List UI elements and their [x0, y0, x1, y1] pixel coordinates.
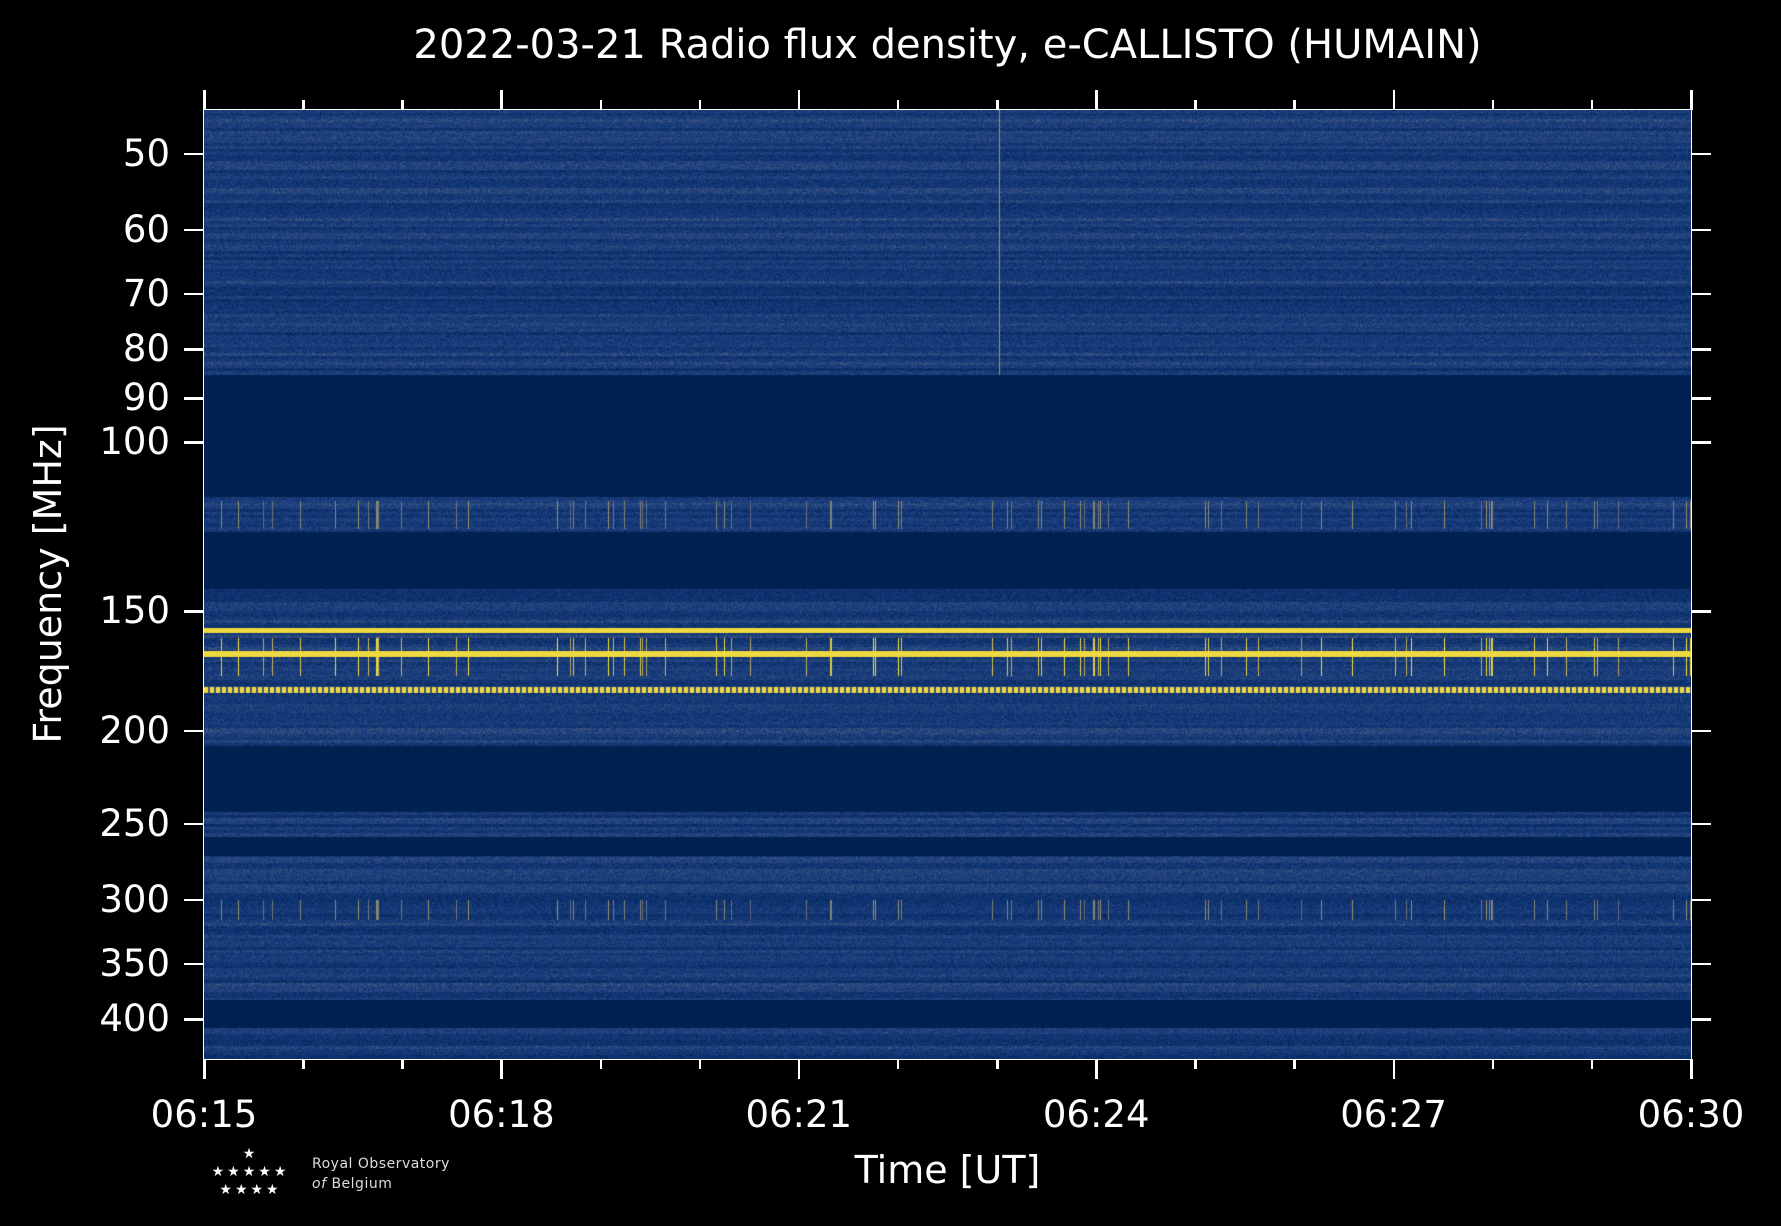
y-tick-label: 250: [99, 801, 170, 845]
x-minor-tick: [896, 100, 900, 110]
y-tick: [1691, 729, 1711, 733]
y-tick: [184, 441, 204, 444]
x-major-tick: [203, 90, 206, 110]
x-minor-tick: [401, 1059, 404, 1069]
x-axis-label: Time [UT]: [854, 1148, 1041, 1192]
y-tick-label: 150: [99, 589, 170, 633]
x-minor-tick: [1491, 100, 1495, 110]
y-tick: [1691, 397, 1711, 400]
y-tick: [1691, 962, 1711, 966]
y-tick: [184, 397, 204, 400]
y-tick: [184, 610, 204, 613]
y-tick: [184, 729, 204, 733]
x-minor-tick: [1293, 100, 1296, 110]
x-major-tick: [1690, 1059, 1693, 1079]
x-minor-tick: [1590, 100, 1594, 110]
x-minor-tick: [698, 1059, 702, 1069]
y-tick-label: 90: [122, 376, 170, 420]
x-major-tick: [500, 90, 503, 110]
x-tick-label: 06:15: [150, 1093, 258, 1136]
y-tick-label: 300: [99, 877, 170, 921]
x-minor-tick: [1194, 1059, 1197, 1069]
x-minor-tick: [1194, 100, 1197, 110]
x-minor-tick: [599, 100, 603, 110]
x-major-tick: [1392, 1059, 1396, 1079]
x-tick-label: 06:30: [1637, 1093, 1745, 1136]
x-major-tick: [1095, 90, 1098, 110]
x-minor-tick: [302, 1059, 305, 1069]
y-axis-label: Frequency [MHz]: [26, 424, 70, 744]
logo-of: of: [312, 1176, 327, 1192]
y-tick: [184, 1018, 204, 1021]
y-tick-label: 60: [122, 207, 170, 251]
y-tick-label: 350: [99, 941, 170, 985]
y-tick: [1691, 822, 1711, 826]
logo-line1: Royal Observatory: [312, 1156, 450, 1172]
y-tick: [1691, 348, 1711, 351]
x-minor-tick: [599, 1059, 603, 1069]
stars-icon: ★ ★★★★★ ★★★★: [211, 1146, 290, 1198]
x-major-tick: [797, 1059, 801, 1079]
x-tick-label: 06:24: [1042, 1093, 1150, 1136]
y-tick: [184, 898, 204, 902]
y-tick: [184, 152, 204, 156]
y-tick-label: 100: [99, 420, 170, 464]
spectrogram-heatmap: [204, 110, 1691, 1059]
logo-line2: Belgium: [331, 1176, 393, 1192]
y-tick: [1691, 441, 1711, 444]
y-tick-label: 80: [122, 327, 170, 371]
x-minor-tick: [401, 100, 404, 110]
y-tick-label: 70: [122, 271, 170, 315]
x-minor-tick: [302, 100, 305, 110]
x-minor-tick: [896, 1059, 900, 1069]
y-tick: [1691, 1018, 1711, 1021]
y-tick: [1691, 152, 1711, 156]
y-tick: [1691, 898, 1711, 902]
y-tick: [184, 822, 204, 826]
y-tick: [184, 962, 204, 966]
y-tick: [1691, 610, 1711, 613]
x-major-tick: [500, 1059, 503, 1079]
y-tick: [1691, 228, 1711, 232]
royal-observatory-logo: ★ ★★★★★ ★★★★ Royal Observatory of Belgium: [208, 1145, 468, 1205]
x-minor-tick: [1491, 1059, 1495, 1069]
x-tick-label: 06:18: [448, 1093, 555, 1136]
y-tick-label: 50: [122, 131, 170, 175]
y-tick: [184, 292, 204, 296]
x-major-tick: [1392, 90, 1396, 110]
chart-title: 2022-03-21 Radio flux density, e-CALLIST…: [413, 22, 1482, 68]
x-major-tick: [797, 90, 801, 110]
x-tick-label: 06:21: [745, 1093, 853, 1136]
y-tick-label: 400: [99, 997, 170, 1041]
y-tick-label: 200: [99, 708, 170, 752]
x-major-tick: [203, 1059, 206, 1079]
y-tick: [184, 348, 204, 351]
plot-area: [204, 110, 1691, 1059]
x-minor-tick: [996, 1059, 999, 1069]
x-minor-tick: [1590, 1059, 1594, 1069]
x-minor-tick: [698, 100, 702, 110]
x-minor-tick: [996, 100, 999, 110]
x-minor-tick: [1293, 1059, 1296, 1069]
x-major-tick: [1690, 90, 1693, 110]
x-major-tick: [1095, 1059, 1098, 1079]
x-tick-label: 06:27: [1340, 1093, 1447, 1136]
y-tick: [1691, 292, 1711, 296]
y-tick: [184, 228, 204, 232]
